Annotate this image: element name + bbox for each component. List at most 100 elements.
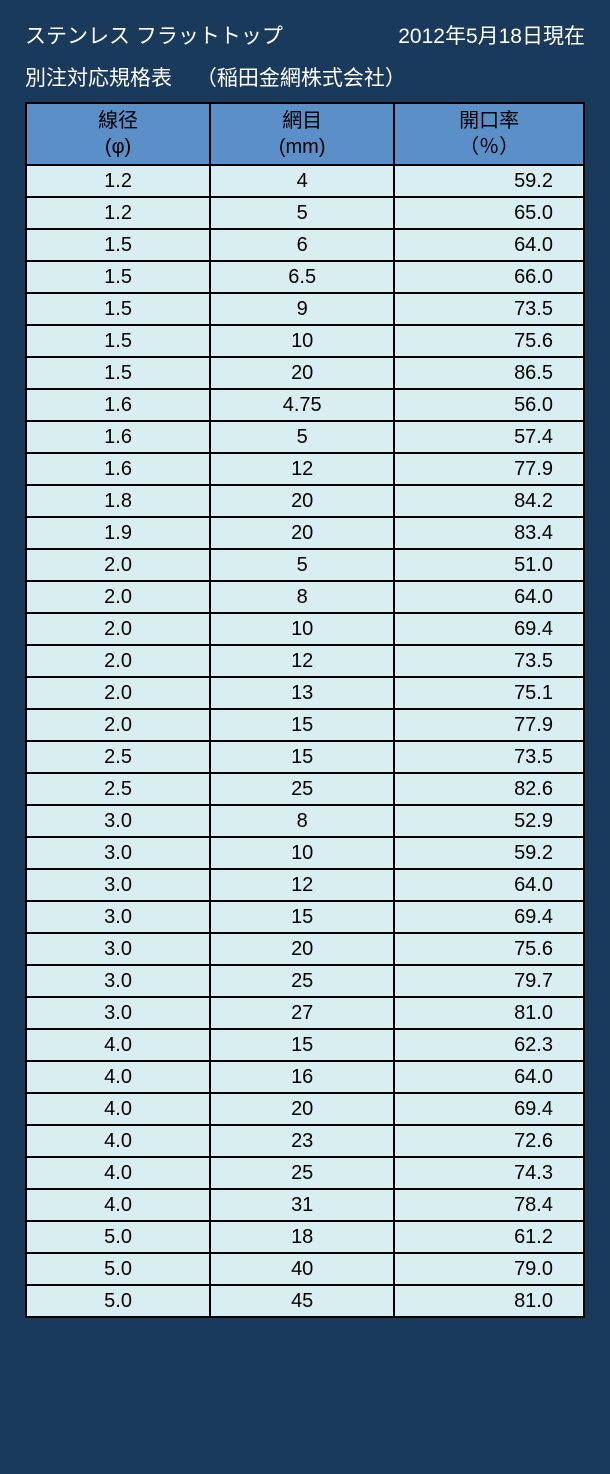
cell-opening: 59.2: [394, 837, 584, 869]
cell-opening: 61.2: [394, 1221, 584, 1253]
cell-mesh: 40: [210, 1253, 394, 1285]
cell-opening: 78.4: [394, 1189, 584, 1221]
cell-mesh: 5: [210, 197, 394, 229]
cell-mesh: 15: [210, 709, 394, 741]
cell-opening: 79.7: [394, 965, 584, 997]
cell-mesh: 5: [210, 421, 394, 453]
table-row: 1.92083.4: [26, 517, 584, 549]
cell-mesh: 4: [210, 165, 394, 197]
cell-opening: 72.6: [394, 1125, 584, 1157]
table-row: 5.01861.2: [26, 1221, 584, 1253]
col-header-diameter: 線径 (φ): [26, 103, 210, 165]
cell-mesh: 15: [210, 901, 394, 933]
cell-mesh: 8: [210, 805, 394, 837]
cell-mesh: 8: [210, 581, 394, 613]
table-row: 4.02574.3: [26, 1157, 584, 1189]
table-row: 1.64.7556.0: [26, 389, 584, 421]
cell-opening: 77.9: [394, 453, 584, 485]
table-row: 3.01569.4: [26, 901, 584, 933]
table-row: 3.01264.0: [26, 869, 584, 901]
cell-mesh: 13: [210, 677, 394, 709]
cell-diameter: 2.0: [26, 613, 210, 645]
cell-opening: 84.2: [394, 485, 584, 517]
cell-opening: 64.0: [394, 869, 584, 901]
cell-opening: 56.0: [394, 389, 584, 421]
cell-diameter: 4.0: [26, 1189, 210, 1221]
table-row: 3.0852.9: [26, 805, 584, 837]
header-sub: (φ): [27, 134, 209, 160]
col-header-opening: 開口率 （％）: [394, 103, 584, 165]
cell-mesh: 20: [210, 933, 394, 965]
table-row: 3.02781.0: [26, 997, 584, 1029]
cell-diameter: 1.9: [26, 517, 210, 549]
cell-diameter: 3.0: [26, 869, 210, 901]
table-row: 5.04079.0: [26, 1253, 584, 1285]
table-row: 2.01069.4: [26, 613, 584, 645]
cell-opening: 81.0: [394, 1285, 584, 1317]
header-sub: (mm): [211, 134, 393, 160]
cell-diameter: 1.2: [26, 197, 210, 229]
header-main: 線径: [98, 110, 138, 132]
table-row: 2.01273.5: [26, 645, 584, 677]
cell-opening: 73.5: [394, 741, 584, 773]
cell-mesh: 27: [210, 997, 394, 1029]
cell-diameter: 4.0: [26, 1029, 210, 1061]
cell-opening: 65.0: [394, 197, 584, 229]
table-row: 1.52086.5: [26, 357, 584, 389]
cell-diameter: 1.5: [26, 293, 210, 325]
cell-mesh: 6: [210, 229, 394, 261]
table-row: 4.01664.0: [26, 1061, 584, 1093]
table-row: 4.02069.4: [26, 1093, 584, 1125]
table-row: 1.51075.6: [26, 325, 584, 357]
cell-opening: 64.0: [394, 229, 584, 261]
cell-mesh: 10: [210, 837, 394, 869]
cell-mesh: 9: [210, 293, 394, 325]
table-row: 3.02075.6: [26, 933, 584, 965]
table-row: 1.2459.2: [26, 165, 584, 197]
cell-opening: 75.6: [394, 325, 584, 357]
cell-opening: 66.0: [394, 261, 584, 293]
cell-mesh: 10: [210, 325, 394, 357]
cell-opening: 69.4: [394, 901, 584, 933]
cell-opening: 81.0: [394, 997, 584, 1029]
cell-diameter: 2.5: [26, 741, 210, 773]
cell-opening: 62.3: [394, 1029, 584, 1061]
cell-diameter: 2.5: [26, 773, 210, 805]
cell-diameter: 1.5: [26, 325, 210, 357]
table-row: 1.5973.5: [26, 293, 584, 325]
table-row: 1.82084.2: [26, 485, 584, 517]
cell-opening: 73.5: [394, 645, 584, 677]
cell-opening: 73.5: [394, 293, 584, 325]
cell-diameter: 1.6: [26, 389, 210, 421]
table-row: 1.2565.0: [26, 197, 584, 229]
title-right: 2012年5月18日現在: [398, 20, 585, 50]
table-row: 2.01577.9: [26, 709, 584, 741]
cell-mesh: 12: [210, 645, 394, 677]
cell-opening: 75.1: [394, 677, 584, 709]
cell-diameter: 4.0: [26, 1157, 210, 1189]
cell-diameter: 3.0: [26, 965, 210, 997]
cell-diameter: 2.0: [26, 645, 210, 677]
cell-mesh: 23: [210, 1125, 394, 1157]
cell-diameter: 5.0: [26, 1285, 210, 1317]
cell-opening: 86.5: [394, 357, 584, 389]
cell-diameter: 5.0: [26, 1253, 210, 1285]
cell-opening: 57.4: [394, 421, 584, 453]
cell-diameter: 1.6: [26, 421, 210, 453]
cell-mesh: 15: [210, 1029, 394, 1061]
table-body: 1.2459.21.2565.01.5664.01.56.566.01.5973…: [26, 165, 584, 1317]
cell-diameter: 3.0: [26, 933, 210, 965]
cell-diameter: 1.6: [26, 453, 210, 485]
table-row: 4.03178.4: [26, 1189, 584, 1221]
cell-mesh: 10: [210, 613, 394, 645]
table-row: 1.61277.9: [26, 453, 584, 485]
cell-mesh: 12: [210, 869, 394, 901]
cell-mesh: 25: [210, 965, 394, 997]
cell-mesh: 45: [210, 1285, 394, 1317]
cell-diameter: 3.0: [26, 805, 210, 837]
cell-mesh: 25: [210, 1157, 394, 1189]
cell-opening: 59.2: [394, 165, 584, 197]
table-row: 1.6557.4: [26, 421, 584, 453]
cell-diameter: 3.0: [26, 901, 210, 933]
cell-mesh: 20: [210, 1093, 394, 1125]
